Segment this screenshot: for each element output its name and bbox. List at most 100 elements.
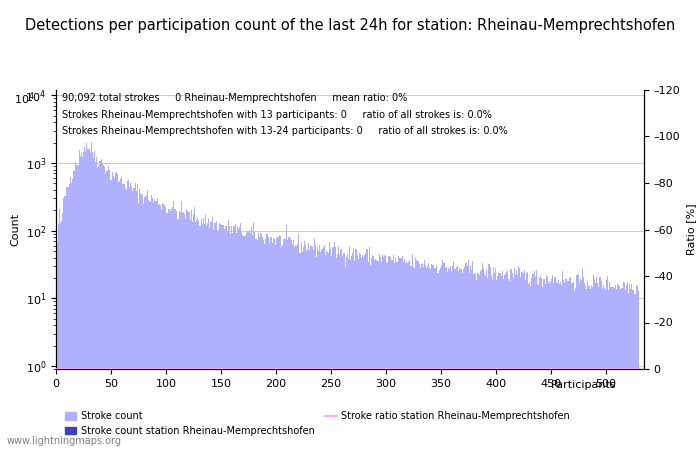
Bar xyxy=(536,270,537,450)
Bar xyxy=(134,183,136,450)
Bar xyxy=(118,182,119,450)
Bar xyxy=(498,274,500,450)
Bar xyxy=(539,278,540,450)
Bar xyxy=(190,210,192,450)
Bar xyxy=(392,260,393,450)
Bar xyxy=(362,255,363,450)
Bar xyxy=(354,261,356,450)
Bar xyxy=(90,143,92,450)
Bar xyxy=(405,263,406,450)
Bar xyxy=(163,204,164,450)
Bar xyxy=(341,249,342,450)
Bar xyxy=(420,268,421,450)
Text: 90,092 total strokes     0 Rheinau-Memprechtshofen     mean ratio: 0%: 90,092 total strokes 0 Rheinau-Memprecht… xyxy=(62,93,407,103)
Bar xyxy=(218,231,219,450)
Bar xyxy=(237,226,238,450)
Bar xyxy=(395,258,396,450)
Bar xyxy=(273,238,274,450)
Bar xyxy=(88,149,90,450)
Y-axis label: Count: Count xyxy=(10,213,20,246)
Bar xyxy=(128,180,129,450)
Bar xyxy=(527,272,528,450)
Bar xyxy=(485,276,486,450)
Bar xyxy=(174,209,175,450)
Bar xyxy=(223,230,225,450)
Bar xyxy=(63,198,64,450)
Bar xyxy=(246,231,248,450)
Bar xyxy=(336,258,337,450)
Bar xyxy=(618,285,620,450)
Bar xyxy=(512,278,514,450)
Bar xyxy=(142,194,144,450)
Bar xyxy=(148,200,149,450)
Bar xyxy=(479,274,480,450)
Bar xyxy=(365,253,367,450)
Bar xyxy=(254,232,256,450)
Bar xyxy=(389,256,390,450)
Bar xyxy=(312,247,313,450)
Bar xyxy=(122,184,124,450)
Bar xyxy=(636,286,637,450)
Bar xyxy=(170,212,171,450)
Bar xyxy=(486,270,487,450)
Bar xyxy=(160,205,161,450)
Bar xyxy=(216,221,217,450)
Bar xyxy=(385,256,386,450)
Bar xyxy=(556,282,557,450)
Bar xyxy=(495,268,496,450)
Bar xyxy=(103,166,104,450)
Bar xyxy=(562,271,564,450)
Bar xyxy=(631,284,633,450)
Bar xyxy=(290,240,292,450)
Bar xyxy=(197,218,198,450)
Bar xyxy=(328,253,329,450)
Bar xyxy=(121,177,122,450)
Bar xyxy=(165,207,167,450)
Bar xyxy=(251,227,252,450)
Text: $10^4$: $10^4$ xyxy=(14,90,35,107)
Bar xyxy=(230,234,231,450)
Bar xyxy=(602,288,603,450)
Bar xyxy=(258,233,259,450)
Bar xyxy=(339,255,340,450)
Bar xyxy=(451,272,452,450)
Bar xyxy=(543,279,545,450)
Bar xyxy=(152,198,153,450)
Bar xyxy=(591,285,592,450)
Text: www.lightningmaps.org: www.lightningmaps.org xyxy=(7,436,122,446)
Bar xyxy=(516,270,517,450)
Bar xyxy=(96,157,97,450)
Bar xyxy=(475,274,477,450)
Bar xyxy=(253,222,254,450)
Bar xyxy=(625,290,626,450)
Bar xyxy=(269,243,270,450)
Bar xyxy=(423,267,424,450)
Bar xyxy=(277,238,279,450)
Bar xyxy=(283,239,284,450)
Bar xyxy=(171,209,172,450)
Bar xyxy=(262,237,263,450)
Bar xyxy=(302,247,304,450)
Bar xyxy=(105,174,106,450)
Bar xyxy=(71,183,72,450)
Bar xyxy=(99,161,101,450)
Bar xyxy=(418,261,419,450)
Bar xyxy=(217,230,218,450)
Bar xyxy=(338,246,339,450)
Bar xyxy=(337,253,338,450)
Bar xyxy=(624,284,625,450)
Bar xyxy=(414,269,415,450)
Bar xyxy=(215,223,216,450)
Bar xyxy=(571,283,572,450)
Bar xyxy=(359,253,360,450)
Bar xyxy=(327,252,328,450)
Bar xyxy=(132,191,134,450)
Bar xyxy=(371,258,372,450)
Bar xyxy=(503,279,504,450)
Bar xyxy=(349,246,350,450)
Bar xyxy=(183,212,184,450)
Bar xyxy=(333,242,335,450)
Bar xyxy=(308,243,309,450)
Bar xyxy=(428,263,429,450)
Bar xyxy=(234,225,236,450)
